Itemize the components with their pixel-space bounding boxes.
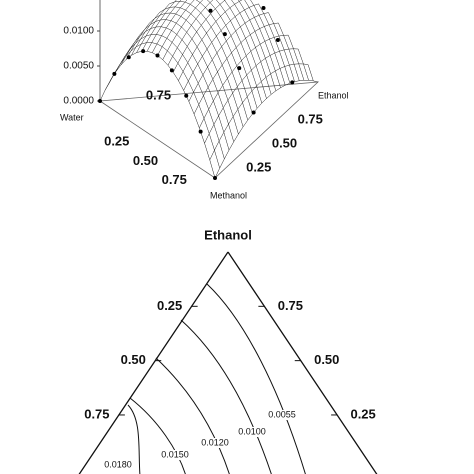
mesh-line [152,0,188,53]
right-tick-label: 0.75 [278,298,303,313]
left-tick-label: 0.75 [84,406,109,421]
contour-label-bg [268,410,296,420]
contour-label: 0.0180 [104,459,132,469]
mesh-line [162,0,204,60]
data-point [208,8,213,13]
mesh-line [149,12,239,135]
mesh-line [199,34,289,129]
contour-line [129,397,186,474]
contour-label-bg [104,460,132,470]
mesh-line [172,0,226,73]
contour-label: 0.0120 [201,437,229,447]
mesh-line [215,0,263,104]
mesh-line [125,22,150,60]
mesh-line [206,0,258,109]
ethanol-tick-label: 0.50 [272,135,297,150]
data-point [261,6,266,10]
ethanol-tick-label: 0.75 [298,111,323,126]
axis-label: Water [60,112,84,122]
contour-label: 0.0055 [268,409,296,419]
contour-line [155,357,230,474]
ternary-plot: Ethanol 0.25 0.50 0.75 0.75 0.50 0.25 0.0180 0.0… [78,227,378,474]
water-tick-label: 0.50 [133,153,158,168]
data-point [213,176,217,180]
mesh-line [307,64,314,81]
left-tick-label: 0.50 [121,352,146,367]
mesh-line [129,26,230,151]
contour-label-bg [238,427,266,437]
data-point [169,68,174,73]
water-tick-label: 0.75 [162,172,187,187]
right-tick-label: 0.50 [314,352,339,367]
back-tick-label: 0.75 [146,88,171,103]
contour-label: 0.0150 [161,449,189,459]
mesh-line [209,63,309,161]
z-tick-label: 0.0050 [63,61,94,72]
data-point [184,93,189,98]
axis-label: Ethanol [318,90,349,100]
contour-label: 0.0100 [238,426,266,436]
left-tick-label: 0.25 [157,298,182,313]
mesh-line [188,12,269,102]
data-point [198,129,203,134]
contour-line [180,319,272,474]
mesh-line [146,0,182,52]
mesh-line [288,35,305,81]
water-tick-label: 0.25 [104,134,129,149]
mesh-line [136,3,170,53]
mesh-line [195,0,253,115]
base-triangle [98,81,320,179]
data-point [251,110,256,115]
mesh-line [178,0,243,81]
z-tick-label: 0.0100 [63,26,94,37]
contour-line [127,404,141,474]
ethanol-tick-label: 0.25 [246,159,271,174]
mesh-line [157,0,195,56]
contour-label-bg [201,438,229,448]
mesh-line [120,34,140,66]
data-point [237,66,242,71]
data-point [155,53,160,58]
mesh-line [297,48,309,81]
data-point [275,37,280,42]
data-point [126,55,131,60]
data-point [98,99,102,103]
mesh-line [258,3,291,84]
data-point [141,49,146,54]
mesh-line [139,19,234,142]
contour-line [206,283,306,474]
mesh-line [109,42,220,169]
mesh-line [224,0,267,99]
mesh-line [250,0,286,86]
data-point [290,80,295,85]
mesh-line [268,12,295,82]
mesh-line [231,0,272,95]
mesh-line [141,0,177,52]
mesh-line [167,0,214,66]
ternary-edges [78,251,378,474]
mesh-line [105,81,111,91]
data-point [112,71,117,76]
mesh-line [278,22,300,81]
data-point [222,32,227,37]
mesh-line [131,12,160,56]
mesh-line [204,48,299,144]
z-tick-label: 0.0000 [63,96,94,107]
surface-plot: 0.00000.00500.01000.250.500.750.750.500.… [60,0,349,200]
axis-label: Methanol [210,190,247,200]
top-label: Ethanol [204,227,252,242]
right-tick-label: 0.25 [350,406,375,421]
mesh-line [244,0,281,88]
mesh-line [169,1,249,121]
mesh-line [238,0,277,91]
contour-label-bg [161,450,189,460]
